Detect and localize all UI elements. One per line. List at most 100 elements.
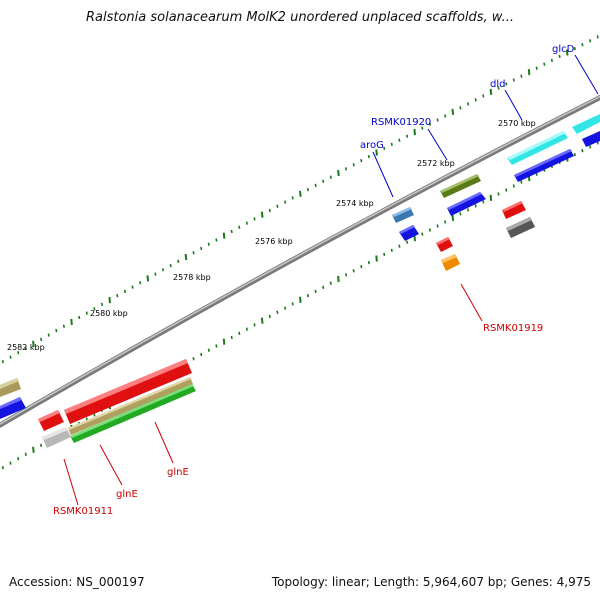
scale-tick [222, 232, 226, 239]
scale-tick [1, 359, 4, 364]
gene-label-RSMK01919[interactable]: RSMK01919 [483, 323, 543, 334]
scale-tick [497, 86, 500, 90]
leader-glnE-1 [154, 421, 174, 464]
gene-block-blue-left[interactable] [0, 397, 26, 419]
gene-label-glnE-1[interactable]: glnE [167, 467, 189, 478]
scale-tick [444, 220, 447, 224]
scale-tick [24, 452, 27, 456]
gene-block-red-long[interactable] [64, 359, 192, 424]
kbp-label-2576: 2576 kbp [255, 237, 293, 246]
scale-tick [581, 149, 584, 153]
gene-block-red-small-1[interactable] [502, 201, 526, 219]
scale-tick [520, 180, 523, 184]
leader-aroG [372, 151, 394, 198]
scale-tick [192, 357, 195, 361]
scale-tick [421, 232, 424, 236]
gene-block-tan-long[interactable] [68, 377, 193, 435]
scale-tick [459, 212, 462, 216]
scale-tick [329, 175, 332, 179]
scale-tick [428, 122, 431, 126]
scale-tick [276, 310, 279, 314]
gene-block-blue-1[interactable] [514, 131, 600, 182]
scale-tick [9, 461, 12, 465]
scale-tick [215, 238, 218, 242]
kbp-label-2570: 2570 kbp [498, 119, 536, 128]
scale-tick [139, 281, 142, 285]
scale-tick [93, 307, 96, 311]
scale-tick [238, 225, 241, 229]
scale-tick [62, 324, 65, 328]
scale-tick [390, 142, 393, 146]
scale-tick [337, 275, 340, 283]
scale-tick [436, 118, 439, 122]
scale-tick [512, 184, 515, 188]
scale-tick [284, 200, 287, 204]
scale-tick [40, 337, 43, 342]
scale-tick [253, 217, 256, 221]
scale-tick [100, 302, 104, 307]
scale-tick [17, 457, 20, 461]
scale-tick [406, 134, 409, 138]
gene-label-glcD[interactable]: glcD [552, 44, 575, 55]
scale-tick [375, 149, 378, 156]
scale-tick [565, 49, 569, 56]
gene-block-cyan[interactable] [507, 114, 600, 165]
scale-tick [116, 294, 119, 298]
map-title: Ralstonia solanacearum MolK2 unordered u… [85, 10, 514, 25]
chromosome-backbone [0, 94, 600, 428]
kbp-label-2582: 2582 kbp [7, 343, 45, 352]
gene-block-gray[interactable] [506, 217, 535, 238]
scale-tick [367, 260, 370, 265]
gene-label-RSMK01911[interactable]: RSMK01911 [53, 506, 113, 517]
scale-tick [222, 338, 226, 345]
scale-tick [505, 188, 508, 192]
gene-block-red-small-2[interactable] [436, 237, 453, 252]
scale-tick [260, 317, 264, 324]
gene-block-lightgray[interactable] [42, 427, 71, 448]
gene-label-RSMK01920[interactable]: RSMK01920 [371, 117, 431, 128]
scale-tick [406, 240, 409, 244]
scale-tick [200, 352, 203, 357]
scale-tick [451, 108, 455, 115]
gene-label-glnE-2[interactable]: glnE [116, 489, 138, 500]
gene-block-steelblue[interactable] [392, 207, 414, 223]
scale-tick [299, 190, 302, 197]
gene-label-aroG[interactable]: aroG [360, 140, 384, 151]
scale-tick [169, 263, 172, 268]
scale-tick [352, 163, 355, 167]
scale-tick [383, 146, 386, 151]
scale-tick [32, 446, 35, 453]
scale-tick [573, 46, 576, 51]
gene-label-dld[interactable]: dld [490, 79, 505, 90]
scale-tick [108, 297, 111, 304]
scale-tick [146, 275, 150, 282]
scale-tick [329, 281, 332, 285]
kbp-label-2578: 2578 kbp [173, 273, 211, 282]
scale-tick [245, 221, 248, 225]
gene-block-green-long[interactable] [70, 384, 196, 443]
scale-tick [581, 43, 584, 47]
scale-tick [482, 200, 485, 204]
scale-tick [55, 328, 58, 333]
scale-tick [505, 82, 508, 86]
scale-tick [78, 315, 81, 320]
gene-block-blue-2[interactable] [447, 192, 486, 216]
gene-block-tan-left[interactable] [0, 378, 21, 397]
scale-tick [276, 204, 279, 208]
scale-tick [314, 183, 317, 188]
scale-tick [489, 194, 493, 201]
gene-block-blue-3[interactable] [399, 225, 419, 241]
scale-tick [17, 351, 20, 355]
gene-block-orange[interactable] [441, 254, 460, 271]
scale-tick [467, 208, 470, 212]
leader-RSMK01911 [63, 458, 79, 506]
scale-tick [337, 169, 340, 177]
gene-block-red-left[interactable] [38, 410, 64, 431]
scale-tick [1, 465, 4, 470]
scale-tick [162, 268, 165, 272]
scale-tick [230, 335, 233, 340]
gene-block-olive[interactable] [440, 174, 481, 198]
scale-tick [32, 340, 35, 347]
scale-tick [360, 265, 363, 269]
